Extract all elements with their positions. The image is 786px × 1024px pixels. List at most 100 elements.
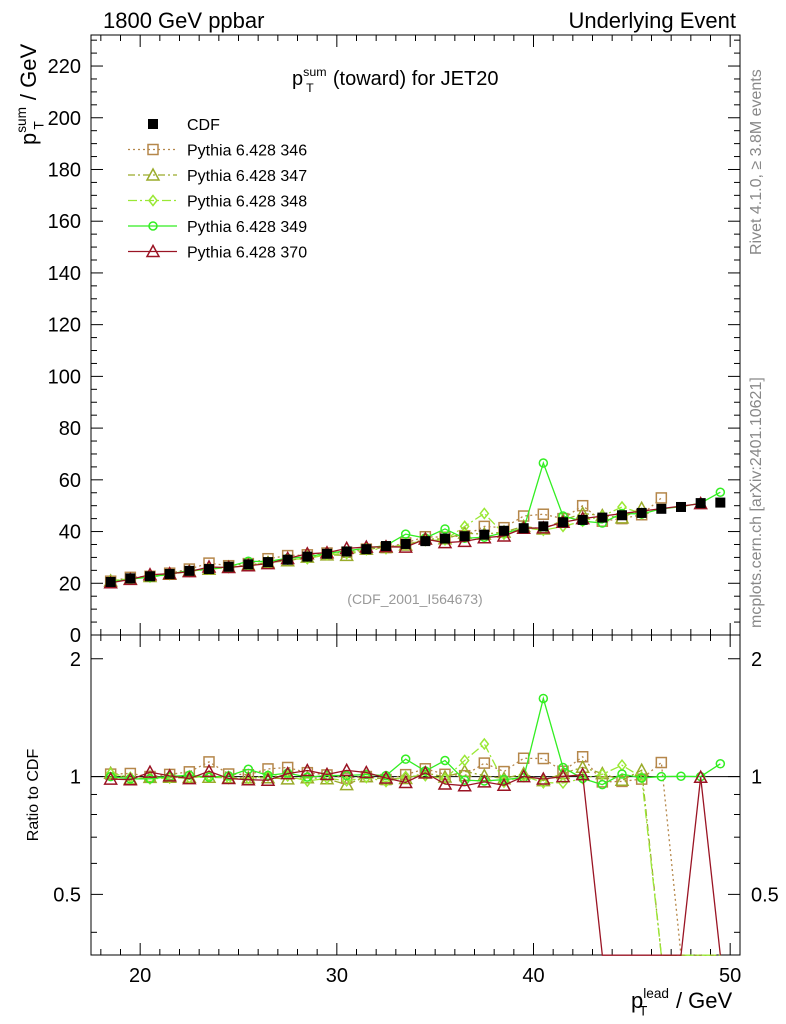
- ratio-point: [459, 754, 470, 767]
- ratio-point: [400, 770, 411, 783]
- y-tick-label: 100: [48, 366, 81, 388]
- data-point: [479, 529, 490, 540]
- ratio-line: [110, 695, 721, 786]
- ratio-point: [241, 772, 256, 786]
- ratio-point: [263, 770, 273, 781]
- header-right: Underlying Event: [568, 8, 736, 33]
- series-line: [110, 460, 721, 583]
- series-point: [400, 529, 411, 539]
- ratio-point: [302, 772, 313, 782]
- legend-marker: [145, 243, 161, 258]
- data-point: [381, 541, 391, 552]
- ratio-point: [634, 762, 649, 776]
- y-tick-label: 60: [59, 470, 81, 492]
- ratio-line: [110, 766, 721, 956]
- legend-marker: [147, 143, 159, 156]
- data-point: [577, 514, 588, 525]
- ratio-line: [110, 755, 721, 956]
- series-point: [576, 499, 589, 512]
- ratio-point: [516, 768, 531, 783]
- ratio-plot-frame: [90, 634, 741, 956]
- ratio-point: [538, 693, 549, 704]
- data-point: [499, 525, 509, 536]
- ratio-point: [440, 755, 450, 766]
- ratio-y-axis-label: Ratio to CDF: [25, 749, 42, 842]
- y-axis-label: psum T / GeV: [14, 43, 47, 145]
- axis-ticks: 20 30 40 50 0 20 40 60 80 100 120 140 160 180 200 220 0.…: [48, 35, 779, 987]
- data-point: [695, 498, 706, 509]
- ratio-point: [616, 775, 628, 788]
- ratio-point: [204, 772, 214, 782]
- rivet-label: Rivet 4.1.0, ≥ 3.8M events: [748, 69, 765, 255]
- data-point: [420, 536, 431, 547]
- data-point: [617, 510, 627, 521]
- data-point: [322, 548, 332, 559]
- ratio-point: [123, 772, 138, 786]
- ratio-point: [614, 772, 630, 787]
- ratio-point: [459, 775, 470, 785]
- y-tick-label: 0: [70, 625, 81, 647]
- data-point: [440, 533, 450, 544]
- data-point: [538, 521, 549, 532]
- series-point: [537, 508, 550, 520]
- series-point: [479, 507, 490, 520]
- ratio-point: [575, 759, 590, 774]
- series-point: [440, 524, 450, 534]
- data-point: [302, 551, 313, 562]
- data-point: [184, 565, 195, 576]
- ratio-point: [103, 771, 118, 785]
- ratio-point: [555, 768, 571, 783]
- data-point: [459, 531, 470, 542]
- ratio-point: [656, 771, 667, 782]
- data-point: [125, 573, 136, 584]
- ratio-point: [322, 771, 332, 785]
- data-point: [400, 538, 411, 549]
- ratio-point: [597, 768, 608, 781]
- series-point: [655, 492, 668, 504]
- ratio-point: [457, 778, 472, 792]
- analysis-watermark: (CDF_2001_I564673): [347, 591, 482, 607]
- ratio-point: [221, 770, 236, 785]
- ratio-point: [496, 777, 512, 791]
- ratio-y-tick-label-right: 0.5: [751, 884, 779, 906]
- x-tick-label: 30: [326, 965, 348, 987]
- data-point: [243, 559, 254, 570]
- data-point: [145, 571, 155, 582]
- ratio-line: [110, 769, 721, 956]
- ratio-point: [499, 774, 509, 785]
- series-point: [538, 458, 549, 468]
- ratio-point: [361, 771, 372, 784]
- ratio-point: [715, 759, 726, 769]
- legend-marker: [148, 221, 158, 231]
- y-tick-label: 220: [48, 56, 81, 78]
- labels-layer: psum T (toward) for JET20 plead T / GeV psum…: [14, 43, 732, 1018]
- data-point: [105, 576, 116, 587]
- ratio-y-tick-label-right: 1: [751, 767, 762, 789]
- ratio-point: [243, 772, 254, 785]
- ratio-point: [655, 756, 668, 769]
- ratio-point: [300, 762, 315, 777]
- data-point: [656, 503, 667, 514]
- legend-label: CDF: [187, 117, 220, 134]
- series-0: [104, 492, 721, 956]
- x-tick-label: 40: [522, 965, 544, 987]
- x-tick-label: 20: [129, 965, 151, 987]
- legend-label: Pythia 6.428 346: [187, 143, 307, 160]
- ratio-point: [499, 775, 509, 789]
- series-4: [103, 496, 721, 956]
- y-tick-label: 180: [48, 159, 81, 181]
- ratio-point: [479, 737, 490, 751]
- legend-label: Pythia 6.428 349: [187, 219, 307, 236]
- ratio-point: [516, 766, 531, 780]
- ratio-point: [418, 765, 433, 779]
- ratio-point: [537, 752, 550, 765]
- legend-marker: [148, 119, 158, 129]
- ratio-point: [617, 769, 627, 779]
- ratio-point: [260, 772, 276, 786]
- ratio-point: [142, 764, 158, 778]
- ratio-point: [381, 775, 391, 788]
- data-layer: [105, 497, 726, 587]
- ratio-point: [693, 769, 708, 783]
- x-tick-label: 50: [719, 965, 741, 987]
